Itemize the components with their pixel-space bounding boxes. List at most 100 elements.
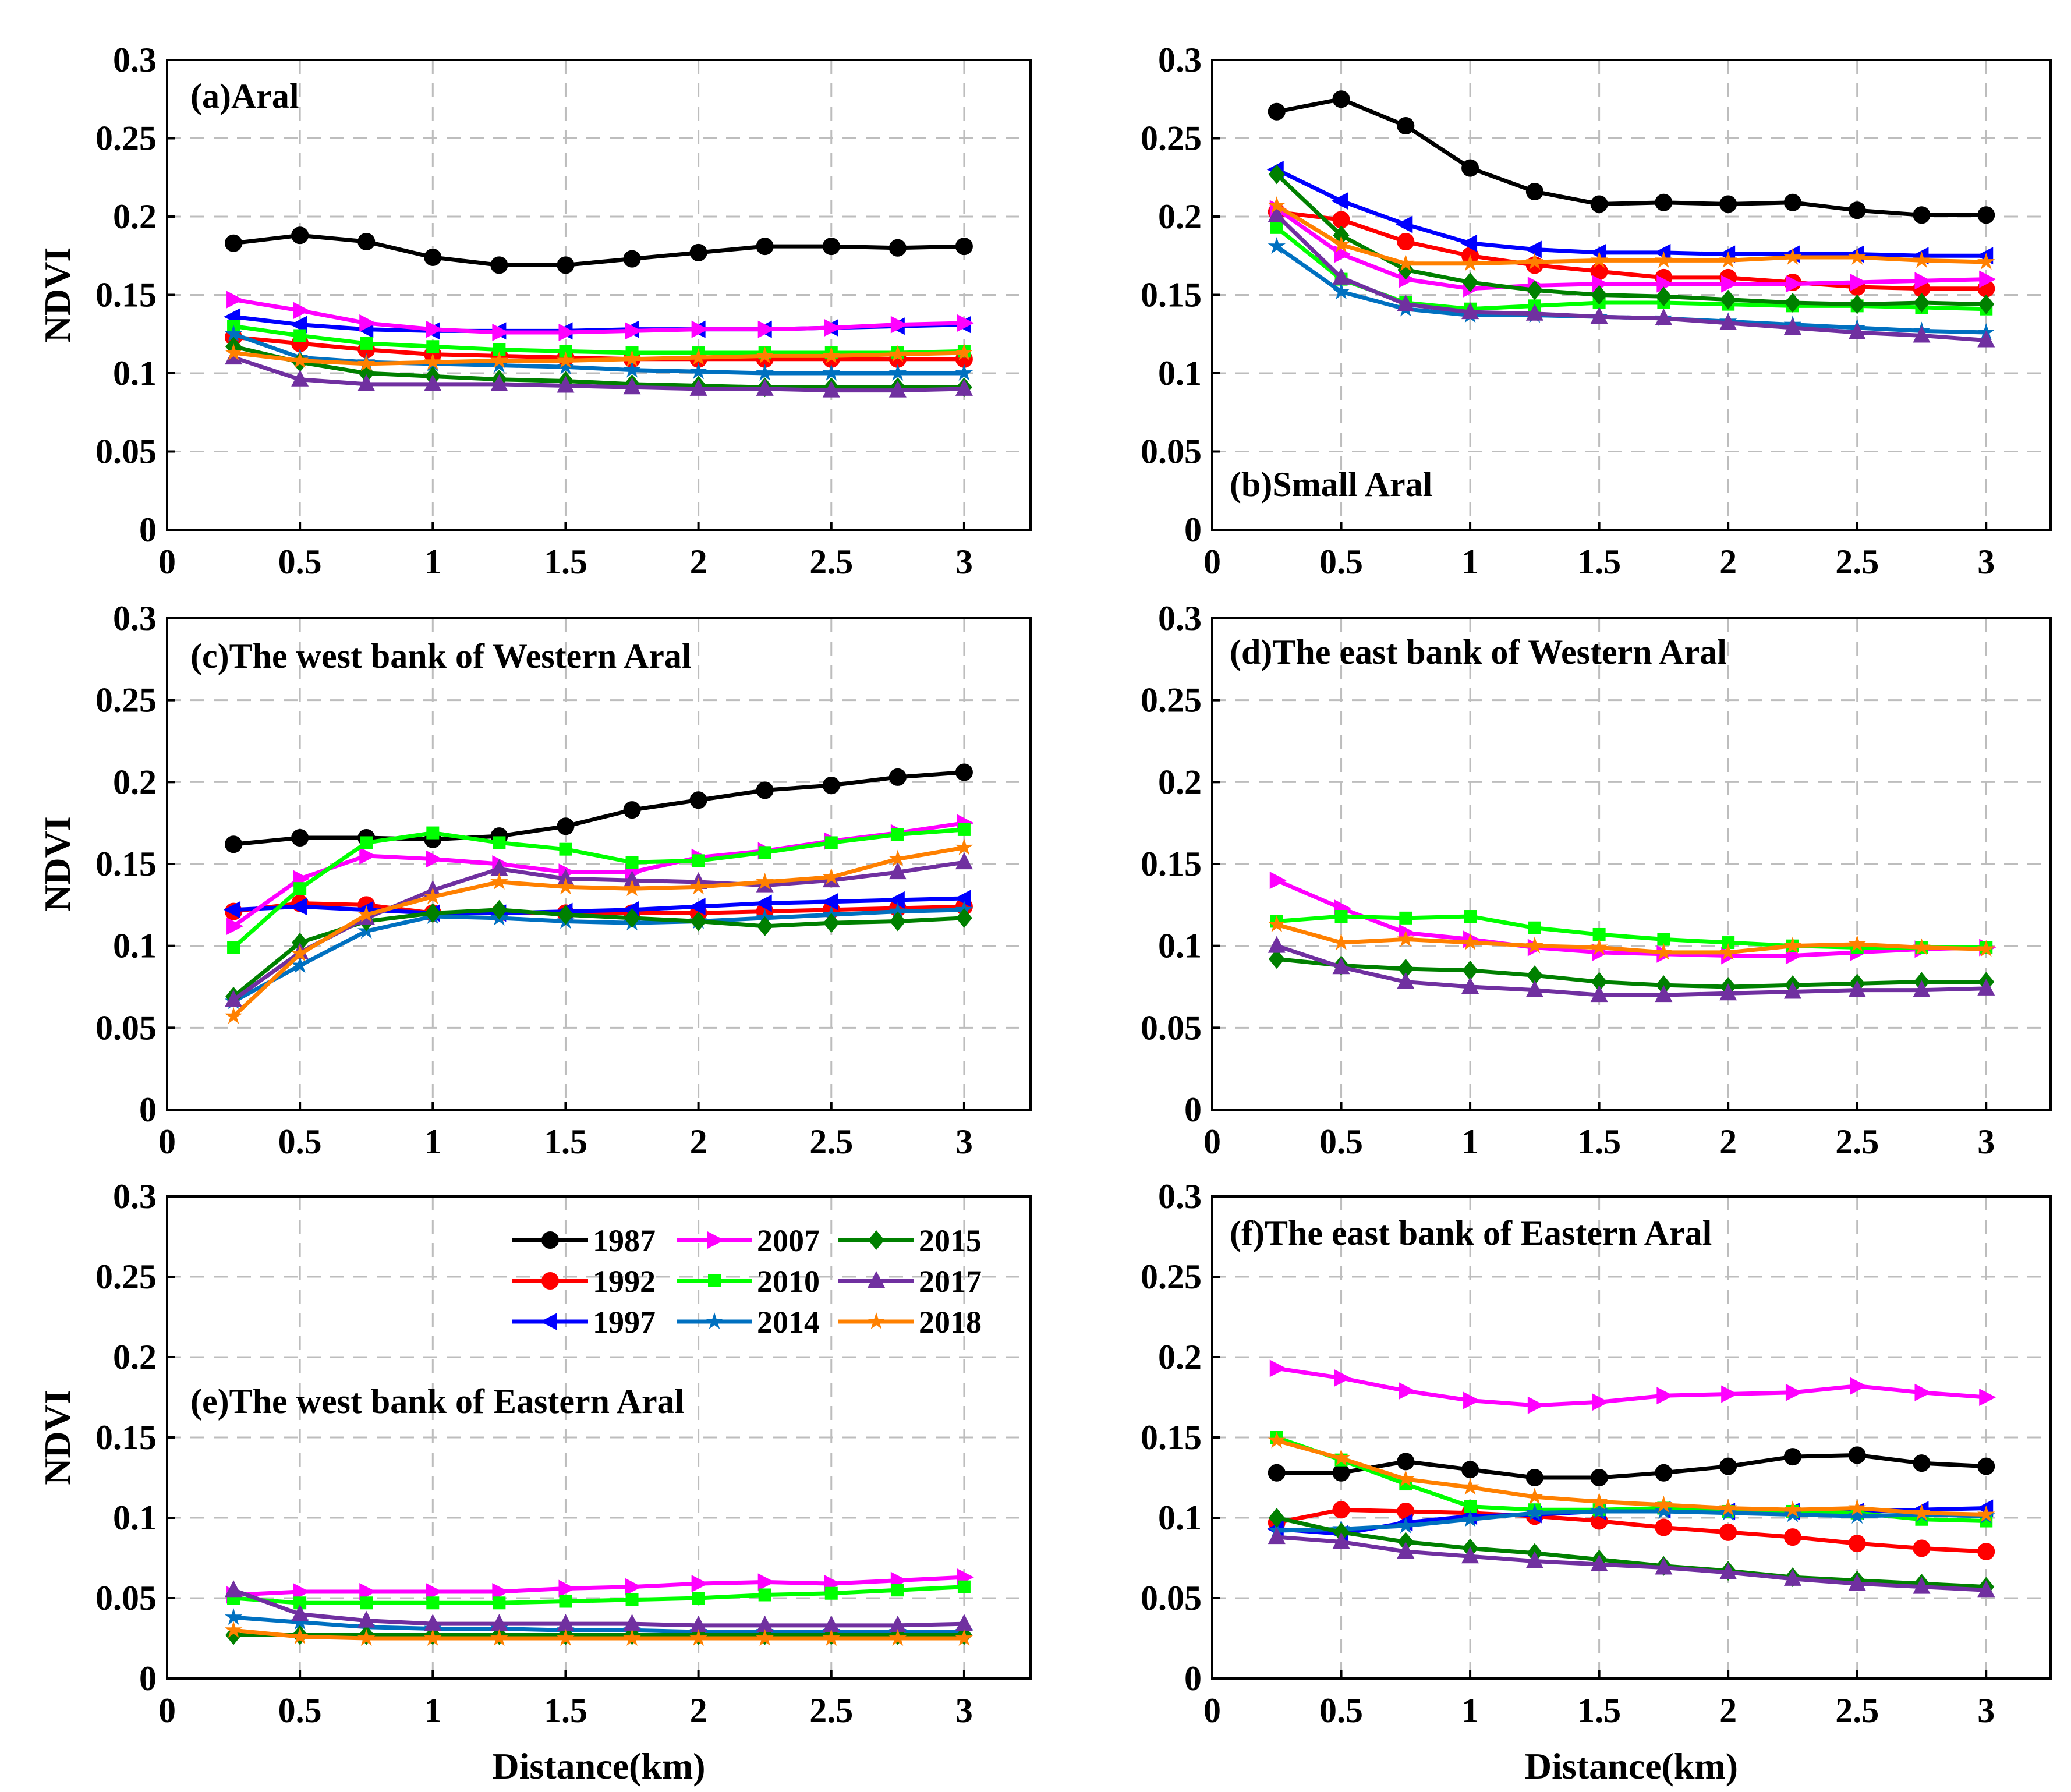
data-point: [1849, 294, 1865, 314]
data-point: [1783, 1448, 1801, 1466]
data-point: [1721, 275, 1739, 293]
data-point: [225, 1580, 243, 1598]
data-point: [821, 893, 838, 911]
data-point: [887, 891, 905, 909]
data-point: [293, 882, 307, 895]
panel-title: (a)Aral: [190, 77, 299, 115]
data-point: [1850, 273, 1867, 291]
data-point: [291, 828, 309, 847]
data-point: [1848, 1507, 1866, 1524]
x-tick-label: 2.5: [1835, 1122, 1879, 1161]
data-point: [1848, 1535, 1866, 1553]
series-line: [233, 344, 964, 389]
x-tick-label: 2: [1719, 1122, 1737, 1161]
data-point: [293, 1596, 307, 1610]
data-point: [1655, 308, 1673, 325]
y-tick-label: 0.2: [1158, 1338, 1202, 1376]
x-axis-title: Distance(km): [492, 1745, 705, 1787]
data-point: [1268, 1508, 1285, 1528]
series-line: [233, 324, 965, 355]
x-axis-title: Distance(km): [1525, 1745, 1738, 1787]
data-point: [1655, 193, 1673, 211]
data-point: [357, 233, 376, 251]
data-point: [888, 345, 907, 362]
data-point: [1268, 164, 1285, 185]
data-point: [557, 376, 575, 393]
data-point: [1783, 1528, 1801, 1546]
data-point: [1461, 977, 1479, 994]
legend-marker: [707, 1231, 724, 1249]
data-point: [424, 248, 442, 266]
series-line: [233, 901, 965, 915]
data-point: [955, 364, 973, 381]
data-point: [1783, 1505, 1802, 1522]
series-line: [232, 1588, 965, 1628]
data-point: [755, 894, 772, 912]
data-point: [888, 1615, 907, 1632]
data-point: [756, 1629, 774, 1646]
y-tick-label: 0: [1184, 1659, 1202, 1698]
data-point: [689, 1629, 707, 1646]
data-point: [1977, 1542, 1995, 1560]
data-point: [955, 238, 973, 256]
legend-marker: [541, 1272, 559, 1290]
data-point: [1655, 943, 1673, 960]
y-tick-label: 0.25: [95, 681, 157, 720]
y-tick-label: 0.2: [1158, 763, 1202, 801]
series-line: [1276, 210, 1987, 291]
data-point: [226, 917, 244, 935]
data-point: [1268, 915, 1286, 933]
data-point: [225, 234, 243, 252]
data-point: [1655, 1501, 1673, 1519]
data-point: [1268, 1464, 1286, 1482]
data-point: [1397, 1453, 1415, 1471]
data-point: [822, 238, 840, 256]
data-point: [1464, 910, 1477, 923]
series-line: [232, 827, 965, 950]
x-tick-label: 0.5: [278, 1691, 322, 1730]
data-point: [1913, 1539, 1931, 1557]
data-point: [1332, 235, 1350, 253]
data-point: [1396, 215, 1413, 233]
series-2007: [226, 291, 974, 342]
data-point: [1268, 196, 1286, 214]
data-point: [1397, 254, 1415, 271]
data-point: [357, 905, 376, 923]
data-point: [426, 1582, 443, 1600]
data-point: [888, 1629, 907, 1646]
data-point: [822, 867, 840, 885]
data-point: [557, 817, 575, 835]
data-point: [957, 823, 971, 836]
data-point: [1977, 940, 1995, 957]
series-2018: [1268, 1431, 1995, 1522]
y-tick-label: 0: [1184, 1090, 1202, 1129]
y-tick-label: 0.05: [95, 1579, 157, 1617]
y-tick-label: 0: [139, 1090, 157, 1129]
data-point: [360, 337, 373, 350]
data-point: [954, 890, 971, 908]
data-point: [1268, 936, 1286, 953]
data-point: [1719, 1503, 1737, 1521]
data-point: [1592, 275, 1609, 293]
data-point: [357, 354, 376, 371]
data-point: [1977, 978, 1995, 996]
y-tick-label: 0.15: [1141, 276, 1202, 314]
x-tick-label: 1.5: [1577, 543, 1621, 581]
x-tick-label: 2.5: [1835, 543, 1879, 581]
data-point: [1719, 983, 1737, 1001]
legend-label: 2007: [757, 1223, 820, 1258]
data-point: [1590, 307, 1608, 324]
series-2018: [1268, 196, 1995, 271]
data-point: [1913, 1577, 1931, 1594]
data-point: [1589, 243, 1606, 261]
data-point: [1913, 1503, 1931, 1521]
legend: 1987 1992 1997 2007 2010 2014 2015 2017 2018: [512, 1223, 982, 1340]
data-point: [888, 380, 907, 398]
data-point: [756, 872, 774, 890]
x-tick-label: 0.5: [278, 543, 322, 581]
series-line: [233, 350, 965, 366]
y-tick-label: 0.15: [1141, 845, 1202, 883]
panel-title: (f)The east bank of Eastern Aral: [1230, 1214, 1712, 1252]
data-point: [1977, 1580, 1995, 1598]
data-point: [1783, 247, 1802, 265]
